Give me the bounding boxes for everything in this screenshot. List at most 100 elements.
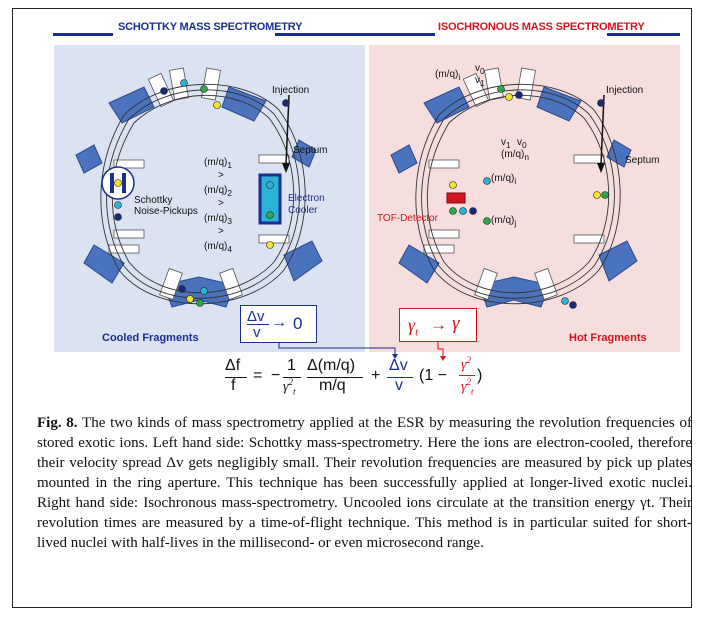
isochronous-ring-diagram <box>390 67 638 309</box>
v0-top-label: v0 <box>475 63 485 76</box>
v1-bottom-label: v1 <box>501 137 511 150</box>
figure-frame: SCHOTTKY MASS SPECTROMETRY ISOCHRONOUS M… <box>12 8 692 608</box>
quadrupole <box>219 267 243 301</box>
ion <box>601 191 609 199</box>
ion <box>266 241 274 249</box>
quadrupole <box>258 234 290 244</box>
ion <box>449 181 457 189</box>
eq-paren: (1 − <box>419 367 448 384</box>
gt-2: > <box>218 198 224 209</box>
ion <box>178 285 186 293</box>
injection-arrow <box>282 163 290 173</box>
eq-dv: Δv <box>389 357 408 374</box>
heading-schottky: SCHOTTKY MASS SPECTROMETRY <box>118 21 303 33</box>
heading-rule-right <box>607 33 680 36</box>
ion <box>186 295 194 303</box>
eq-dmq: Δ(m/q) <box>307 357 356 374</box>
ion <box>200 287 208 295</box>
ion <box>469 207 477 215</box>
eq-g2: γ2 <box>461 355 472 373</box>
fraction-bar <box>307 377 363 378</box>
ion <box>597 99 605 107</box>
ion <box>282 99 290 107</box>
quadrupole <box>113 159 145 169</box>
dipole-magnet <box>83 244 125 284</box>
quadrupole <box>159 267 183 301</box>
gamma-t: γt <box>408 315 419 339</box>
eq-mq: m/q <box>319 377 346 394</box>
zero-value: 0 <box>293 314 303 333</box>
heading-isochronous: ISOCHRONOUS MASS SPECTROMETRY <box>438 21 645 33</box>
quadrupole <box>534 267 558 301</box>
eq-v: v <box>395 377 403 394</box>
dipole-magnet <box>163 276 235 308</box>
ion <box>114 213 122 221</box>
injection-label: Injection <box>272 85 310 96</box>
eq-minus: − <box>271 367 281 384</box>
injection-line <box>285 94 290 166</box>
tof-detector-label: TOF-Detector <box>377 213 438 224</box>
quadrupole <box>462 72 490 108</box>
noise-pickups-label: Noise-Pickups <box>134 206 198 217</box>
ion <box>561 297 569 305</box>
ion <box>515 91 523 99</box>
connector-arrows <box>278 342 446 361</box>
quadrupole <box>428 159 460 169</box>
v0-bottom-label: v0 <box>517 137 527 150</box>
septum-label: Septum <box>293 145 328 156</box>
quadrupole <box>428 229 460 239</box>
ion <box>114 179 122 187</box>
schottky-ring-diagram <box>75 67 323 308</box>
arrow: → <box>271 314 287 331</box>
eq-plus: + <box>371 367 381 384</box>
dipole-magnet <box>221 86 267 122</box>
electron-label: Electron <box>288 193 325 204</box>
dipole-magnet <box>423 86 470 124</box>
gt-1: > <box>218 170 224 181</box>
mass-frequency-equation: Δf f = − 1 γ2t Δ(m/q) m/q + Δv v (1 − γ2… <box>225 355 485 405</box>
injection-line <box>600 94 605 166</box>
ring-orbit <box>415 83 621 305</box>
fraction-bar <box>283 377 301 378</box>
ring-orbit <box>421 89 615 299</box>
cooler-label: Cooler <box>288 205 318 216</box>
mq4-label: (m/q)4 <box>204 241 232 254</box>
eq-gt2: γ2t <box>461 377 474 397</box>
mq-i-label: (m/q)i <box>491 173 517 186</box>
eq-close: ) <box>477 367 483 384</box>
dv-numerator: Δv <box>247 308 265 325</box>
quadrupole <box>474 267 498 301</box>
ion <box>459 207 467 215</box>
figure-caption: Fig. 8. The two kinds of mass spectromet… <box>37 413 692 553</box>
ion <box>505 93 513 101</box>
fraction-bar <box>387 377 413 378</box>
ion <box>266 211 274 219</box>
dipole-magnet <box>390 144 418 174</box>
eq-equals: = <box>253 367 263 384</box>
caption-label: Fig. 8. <box>37 415 78 431</box>
ion <box>449 207 457 215</box>
mq3-label: (m/q)3 <box>204 213 232 226</box>
transition-energy-box: γt → γ <box>399 308 477 342</box>
tof-detector <box>446 192 466 204</box>
schottky-plate <box>110 173 114 193</box>
ion <box>593 191 601 199</box>
quadrupole <box>113 229 145 239</box>
mq-i-top-label: (m/q)i <box>435 69 461 82</box>
septum-label: Septum <box>625 155 660 166</box>
injection-arrow <box>597 163 605 173</box>
dipole-magnet <box>75 144 103 174</box>
fraction-bar <box>225 377 247 378</box>
ring-orbit <box>106 89 300 299</box>
mq2-label: (m/q)2 <box>204 185 232 198</box>
v-denominator: v <box>253 324 261 341</box>
injection-label: Injection <box>606 85 644 96</box>
arrow: → <box>430 315 447 334</box>
v1-top-label: v1 <box>475 75 485 88</box>
heading-rule-left-b <box>275 33 435 36</box>
ion <box>569 301 577 309</box>
electron-cooler <box>258 173 282 225</box>
cooled-fragments-label: Cooled Fragments <box>102 332 199 344</box>
ion <box>114 201 122 209</box>
mq1-label: (m/q)1 <box>204 157 232 170</box>
